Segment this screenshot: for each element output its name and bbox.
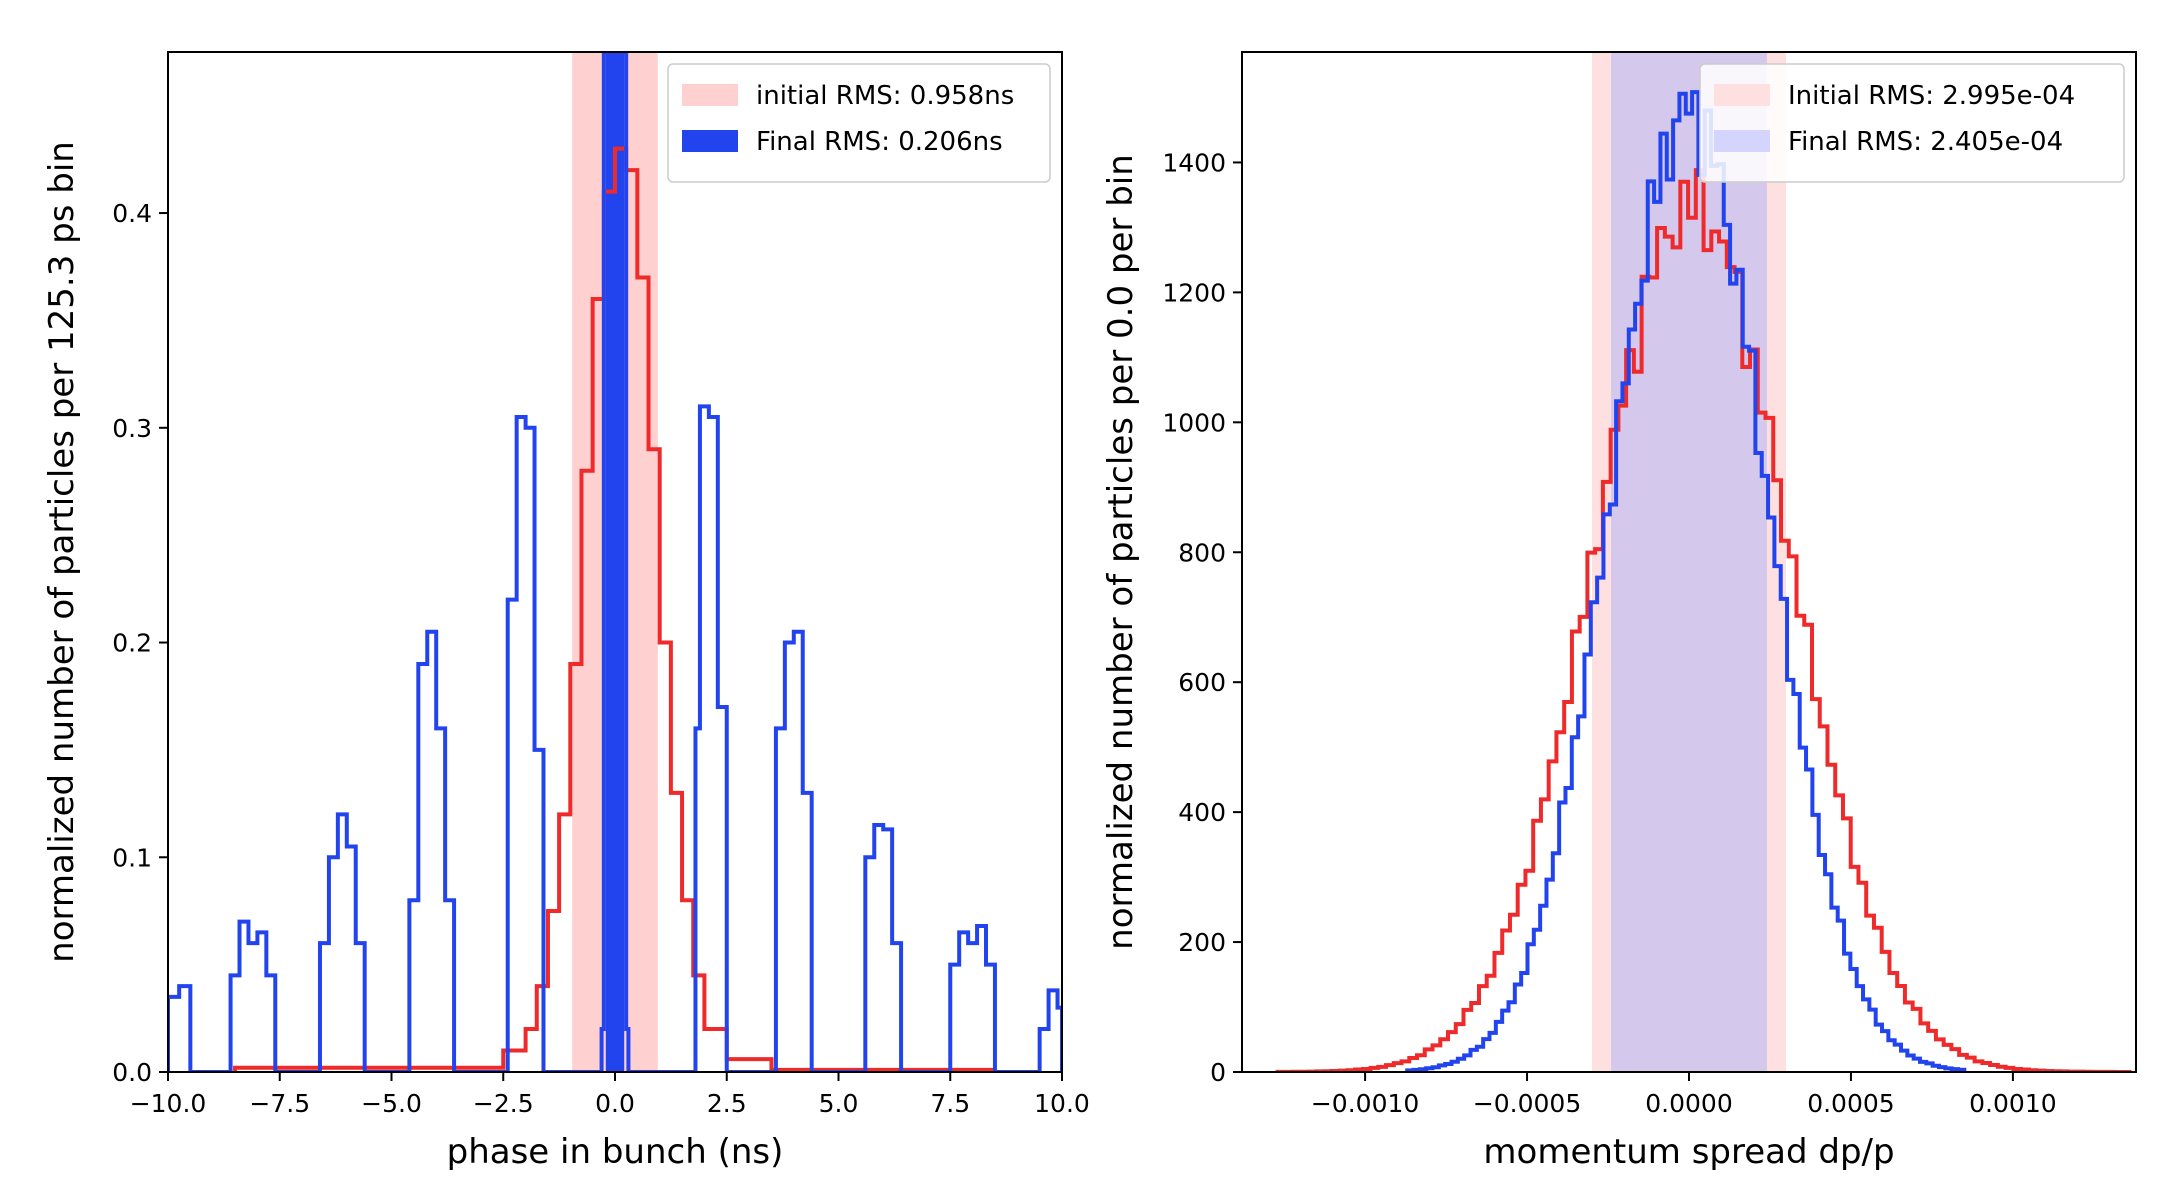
legend-swatch-initial xyxy=(1714,84,1770,106)
legend-box xyxy=(667,63,1051,183)
x-axis-label: momentum spread dp/p xyxy=(1483,1132,1894,1172)
y-tick-label: 0.1 xyxy=(112,843,152,872)
y-tick-label: 0.4 xyxy=(112,199,152,228)
y-tick-label: 1400 xyxy=(1162,148,1226,177)
y-tick-label: 0.3 xyxy=(112,414,152,443)
x-axis-ticks: −0.0010 −0.0005 0.0000 0.0005 0.0010 xyxy=(1311,1072,2057,1118)
histogram-initial xyxy=(1275,168,2132,1072)
legend-label-initial: Initial RMS: 2.995e-04 xyxy=(1788,81,2075,111)
rms-band-final xyxy=(1611,52,1767,1072)
x-tick-label: −7.5 xyxy=(249,1089,310,1118)
chart-momentum-histogram: −0.0010 −0.0005 0.0000 0.0005 0.0010 0 200 400… xyxy=(1101,51,2137,1172)
histogram-final xyxy=(1405,90,1967,1072)
y-tick-label: 0.2 xyxy=(112,629,152,658)
legend-box xyxy=(1699,63,2125,183)
y-tick-label: 600 xyxy=(1178,668,1226,697)
legend-label-final: Final RMS: 0.206ns xyxy=(756,127,1003,157)
plot-content xyxy=(168,52,1062,1072)
y-tick-label: 1000 xyxy=(1162,408,1226,437)
x-tick-label: −2.5 xyxy=(473,1089,534,1118)
x-tick-label: −0.0010 xyxy=(1311,1089,1419,1118)
histogram-final xyxy=(168,52,1062,1072)
legend-swatch-initial xyxy=(682,84,738,106)
legend: initial RMS: 0.958ns Final RMS: 0.206ns xyxy=(667,63,1051,183)
y-tick-label: 1200 xyxy=(1162,278,1226,307)
x-tick-label: 7.5 xyxy=(930,1089,970,1118)
x-tick-label: −0.0005 xyxy=(1473,1089,1581,1118)
y-tick-label: 0.0 xyxy=(112,1058,152,1087)
legend: Initial RMS: 2.995e-04 Final RMS: 2.405e… xyxy=(1699,63,2125,183)
y-tick-label: 200 xyxy=(1178,928,1226,957)
rms-band-final xyxy=(605,52,625,1072)
y-axis-label: normalized number of particles per 125.3… xyxy=(42,141,82,963)
plot-area xyxy=(1275,52,2132,1072)
y-axis-ticks: 0.0 0.1 0.2 0.3 0.4 xyxy=(112,199,168,1087)
y-axis-label: normalized number of particles per 0.0 p… xyxy=(1101,154,1141,950)
legend-swatch-final xyxy=(682,130,738,152)
x-tick-label: 0.0005 xyxy=(1807,1089,1894,1118)
x-tick-label: 0.0 xyxy=(595,1089,635,1118)
x-axis-ticks: −10.0 −7.5 −5.0 −2.5 0.0 2.5 5.0 7.5 10.0 xyxy=(130,1072,1090,1118)
x-tick-label: 0.0010 xyxy=(1969,1089,2056,1118)
plot-content xyxy=(1275,52,2132,1072)
legend-swatch-final xyxy=(1714,130,1770,152)
y-tick-label: 0 xyxy=(1210,1058,1226,1087)
x-axis-label: phase in bunch (ns) xyxy=(447,1132,784,1172)
x-tick-label: −10.0 xyxy=(130,1089,207,1118)
chart-phase-histogram: −10.0 −7.5 −5.0 −2.5 0.0 2.5 5.0 7.5 10.0 0.0 0.1… xyxy=(42,51,1090,1172)
legend-label-initial: initial RMS: 0.958ns xyxy=(756,81,1014,111)
x-tick-label: 5.0 xyxy=(819,1089,859,1118)
y-tick-label: 800 xyxy=(1178,538,1226,567)
y-tick-label: 400 xyxy=(1178,798,1226,827)
y-axis-ticks: 0 200 400 600 800 1000 1200 1400 xyxy=(1162,148,1242,1087)
x-tick-label: 2.5 xyxy=(707,1089,747,1118)
x-tick-label: −5.0 xyxy=(361,1089,422,1118)
x-tick-label: 0.0000 xyxy=(1645,1089,1732,1118)
x-tick-label: 10.0 xyxy=(1034,1089,1090,1118)
histogram-initial xyxy=(233,146,997,1072)
plot-area xyxy=(168,52,1062,1072)
legend-label-final: Final RMS: 2.405e-04 xyxy=(1788,127,2063,157)
